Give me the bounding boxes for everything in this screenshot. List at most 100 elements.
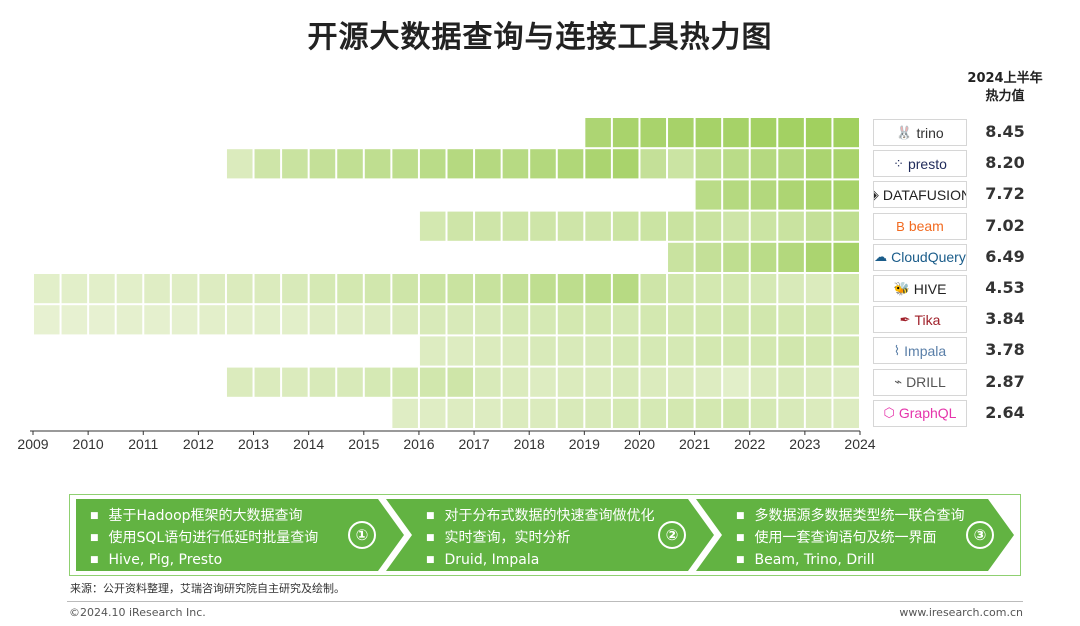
heat-cell (750, 274, 777, 304)
heat-cell (447, 305, 474, 335)
heat-cell (668, 118, 694, 148)
heat-cell (502, 149, 529, 179)
stage-1-item: Hive, Pig, Presto (90, 550, 318, 572)
heat-cell (805, 367, 832, 397)
heat-value: 3.78 (985, 340, 1025, 360)
tika-logo-icon: ✒ (899, 311, 911, 327)
heat-cell (640, 211, 667, 241)
x-tick-label: 2009 (17, 436, 48, 452)
heat-cell (805, 242, 832, 272)
heat-cell (612, 398, 639, 428)
heat-cell (778, 149, 804, 179)
heat-cell (805, 305, 832, 335)
heat-cell (475, 149, 501, 179)
heat-cell (171, 274, 198, 304)
heat-cell (640, 336, 667, 366)
heat-cell (723, 149, 749, 179)
heat-cell (585, 149, 611, 179)
logo-graphql: ⬡ GraphQL (873, 399, 967, 427)
heat-cell (805, 211, 832, 241)
heat-cell (778, 336, 804, 366)
heat-cell (640, 305, 667, 335)
heat-cell (695, 367, 722, 397)
heat-cell (309, 305, 336, 335)
hive-logo-icon: 🐝 (893, 280, 910, 296)
heat-cell (640, 149, 667, 179)
logo-text: Tika (914, 311, 941, 328)
x-tick-label: 2016 (403, 436, 434, 452)
heat-cell (557, 367, 584, 397)
heat-cell (695, 242, 722, 272)
heat-cell (585, 211, 611, 241)
heat-cell (337, 149, 363, 179)
heat-cell (116, 305, 143, 335)
heat-cell (778, 180, 804, 210)
heat-cell (612, 211, 639, 241)
heat-value: 2.87 (985, 371, 1025, 391)
heat-cell (750, 242, 777, 272)
logo-text: trino (916, 124, 944, 141)
heat-cell (447, 367, 474, 397)
heat-cell (61, 274, 88, 304)
heat-cell (254, 274, 281, 304)
heat-cell (750, 305, 777, 335)
heat-cell (805, 149, 832, 179)
heat-cell (530, 211, 556, 241)
logo-datafusion: ◈DATAFUSION (873, 181, 967, 209)
heat-cell (282, 274, 308, 304)
x-tick-label: 2022 (734, 436, 765, 452)
heat-cell (723, 367, 749, 397)
heat-cell (750, 118, 777, 148)
logo-text: Impala (904, 342, 947, 359)
heat-cell (585, 367, 611, 397)
beam-logo-icon: B (896, 218, 905, 234)
heat-value: 6.49 (985, 246, 1025, 266)
heat-cell (89, 305, 115, 335)
heat-cell (475, 367, 501, 397)
heat-cell (530, 336, 556, 366)
heat-cell (419, 336, 446, 366)
logo-text: DATAFUSION (882, 186, 967, 203)
heat-cell (364, 367, 391, 397)
heat-cell (585, 336, 611, 366)
logo-impala: ⌇ Impala (873, 337, 967, 365)
heat-cell (199, 305, 225, 335)
graphql-logo-icon: ⬡ (883, 405, 895, 421)
heat-cell (282, 367, 308, 397)
heat-cell (723, 180, 749, 210)
website-link[interactable]: www.iresearch.com.cn (899, 606, 1023, 619)
heat-cell (419, 398, 446, 428)
datafusion-logo-icon: ◈ (874, 187, 879, 203)
heat-cell (750, 149, 777, 179)
trino-logo-icon: 🐰 (896, 124, 913, 140)
heat-cell (557, 274, 584, 304)
heat-cell (833, 274, 859, 304)
heat-cell (34, 305, 60, 335)
stage-2-item: 实时查询，实时分析 (426, 528, 655, 550)
heat-cell (226, 367, 253, 397)
heat-cell (723, 118, 749, 148)
impala-logo-icon: ⌇ (893, 342, 901, 358)
logo-text: CloudQuery (891, 249, 966, 266)
heat-cell (557, 336, 584, 366)
heat-cell (750, 180, 777, 210)
x-tick-label: 2017 (458, 436, 489, 452)
heat-cell (419, 149, 446, 179)
logo-tika: ✒ Tika (873, 306, 967, 334)
heat-cell (226, 149, 253, 179)
logo-text: presto (907, 155, 947, 172)
x-tick-label: 2023 (789, 436, 820, 452)
heat-cell (585, 398, 611, 428)
heat-cell (723, 211, 749, 241)
heat-cell (805, 398, 832, 428)
heat-cell (612, 367, 639, 397)
heat-cell (337, 274, 363, 304)
stage-3-item: 使用一套查询语句及统一界面 (736, 528, 965, 550)
heat-cell (695, 211, 722, 241)
x-tick-label: 2010 (73, 436, 104, 452)
heat-cell (557, 398, 584, 428)
footer-divider (67, 601, 1023, 602)
drill-logo-icon: ⌁ (894, 374, 903, 390)
heat-cell (778, 305, 804, 335)
x-tick-label: 2011 (128, 436, 158, 452)
